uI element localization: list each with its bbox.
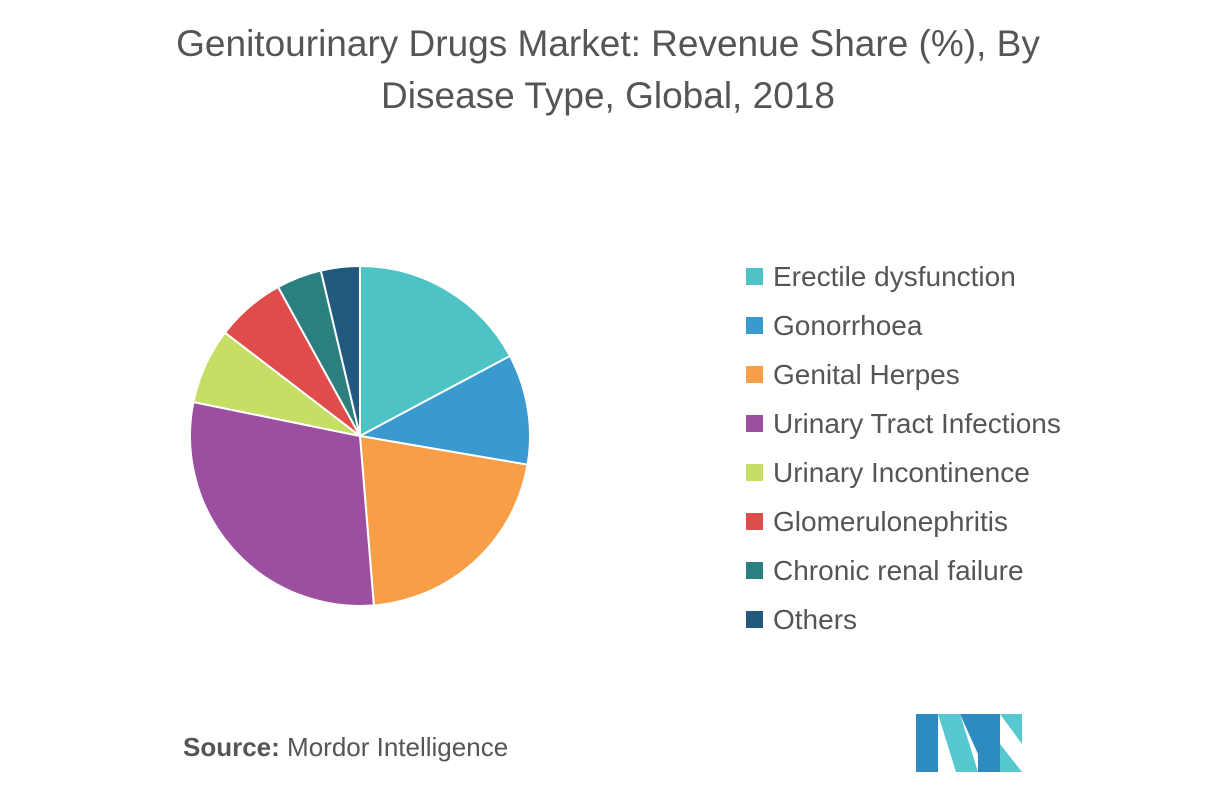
legend-swatch (746, 611, 763, 628)
legend-swatch (746, 464, 763, 481)
legend-label: Gonorrhoea (773, 309, 923, 341)
legend-item: Chronic renal failure (746, 546, 1061, 595)
legend-swatch (746, 562, 763, 579)
legend-swatch (746, 415, 763, 432)
legend-label: Others (773, 603, 858, 635)
legend-item: Gonorrhoea (746, 301, 1061, 350)
pie-slices (189, 264, 531, 607)
legend-item: Urinary Incontinence (746, 448, 1061, 497)
legend-item: Genital Herpes (746, 350, 1061, 399)
legend-label: Genital Herpes (773, 358, 960, 390)
pie-slice-urinary-tract-infections (189, 400, 375, 607)
mordor-intelligence-logo (916, 714, 1022, 772)
source-note: Source: Mordor Intelligence (183, 732, 508, 763)
legend-swatch (746, 317, 763, 334)
legend-item: Erectile dysfunction (746, 252, 1061, 301)
legend-item: Others (746, 595, 1061, 644)
legend-label: Erectile dysfunction (773, 260, 1016, 292)
legend-swatch (746, 268, 763, 285)
legend-label: Urinary Tract Infections (773, 407, 1061, 439)
pie-slice-gonorrhoea (356, 354, 531, 466)
legend-label: Glomerulonephritis (773, 505, 1008, 537)
legend-label: Urinary Incontinence (773, 456, 1030, 488)
legend-item: Glomerulonephritis (746, 497, 1061, 546)
pie-slice-others (319, 264, 361, 437)
legend-item: Urinary Tract Infections (746, 399, 1061, 448)
legend-swatch (746, 513, 763, 530)
legend-label: Chronic renal failure (773, 554, 1024, 586)
source-text: Mordor Intelligence (279, 732, 509, 762)
legend-swatch (746, 366, 763, 383)
source-label: Source: (183, 732, 280, 762)
pie-slice-genital-herpes (358, 434, 529, 607)
chart-legend: Erectile dysfunction Gonorrhoea Genital He… (746, 252, 1061, 644)
chart-title: Genitourinary Drugs Market: Revenue Shar… (176, 23, 1040, 116)
pie-slice-erectile-dysfunction (359, 264, 512, 438)
